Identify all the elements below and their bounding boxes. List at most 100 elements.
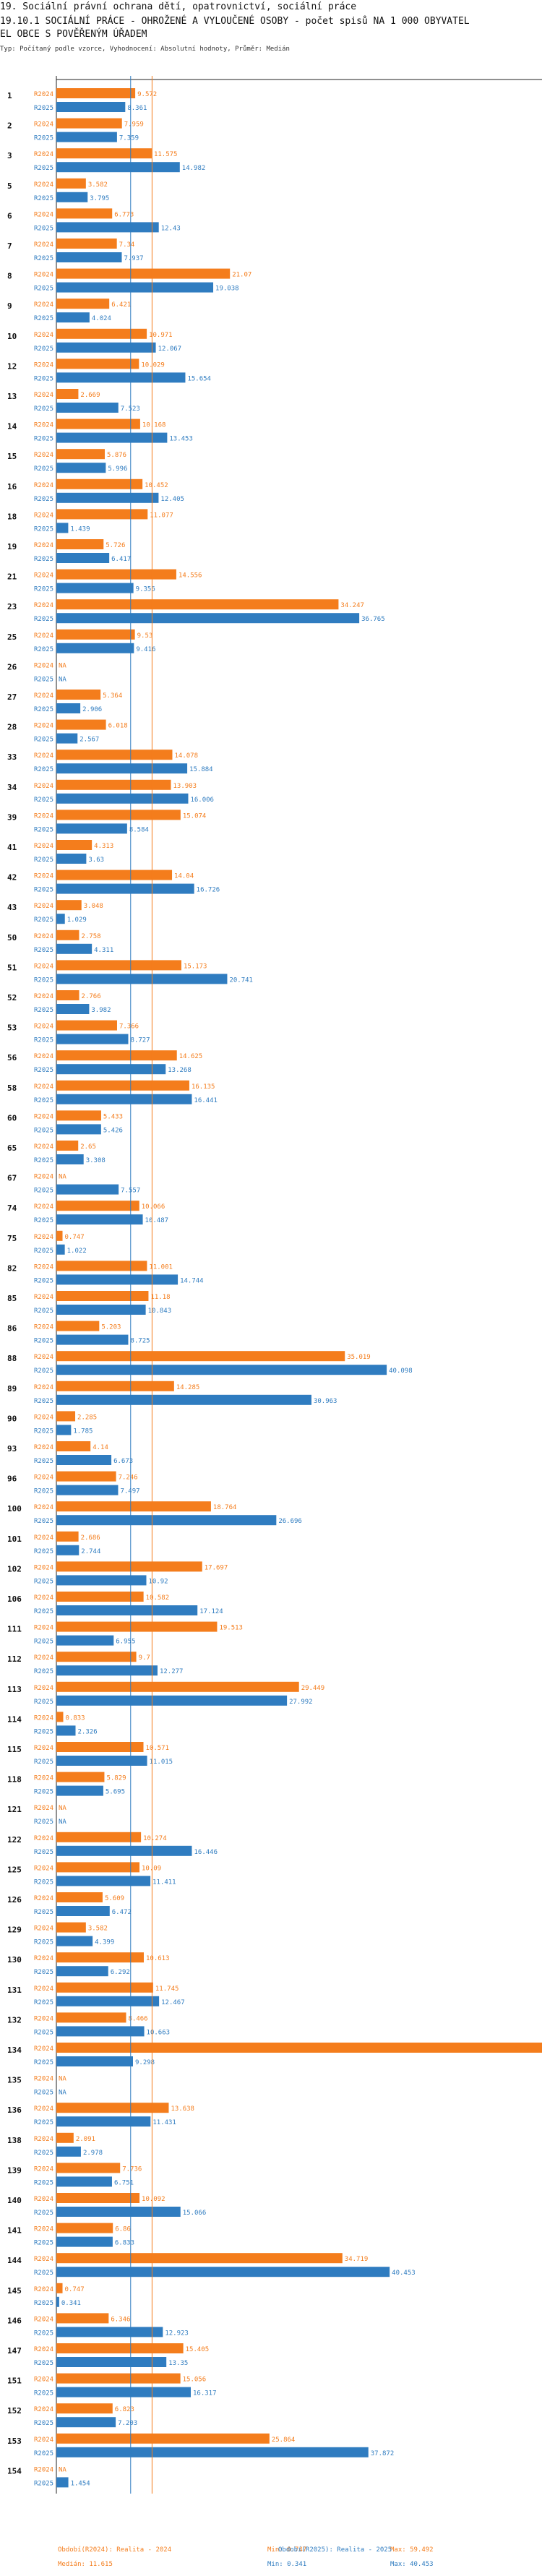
bar-r2024 bbox=[56, 2132, 74, 2143]
bar-r2025 bbox=[56, 1665, 158, 1676]
series-label-r2025: R2025 bbox=[34, 797, 53, 804]
series-label-r2025: R2025 bbox=[34, 766, 53, 773]
series-label-r2024: R2024 bbox=[34, 692, 53, 700]
value-label-r2024: 9.53 bbox=[137, 632, 153, 640]
category-label: 2 bbox=[7, 121, 12, 131]
bar-r2025 bbox=[56, 1124, 101, 1135]
value-label-r2024: 10.613 bbox=[146, 1955, 170, 1962]
series-label-r2025: R2025 bbox=[34, 646, 53, 653]
category-label: 7 bbox=[7, 241, 12, 251]
value-label-r2025: 4.311 bbox=[94, 947, 113, 954]
series-label-r2024: R2024 bbox=[34, 512, 53, 519]
category-label: 67 bbox=[7, 1174, 17, 1183]
series-label-r2025: R2025 bbox=[34, 2240, 53, 2247]
category-label: 151 bbox=[7, 2377, 22, 2386]
value-label-r2025: 16.006 bbox=[190, 797, 214, 804]
series-label-r2024: R2024 bbox=[34, 2377, 53, 2384]
category-label: 153 bbox=[7, 2437, 22, 2446]
value-label-r2024: 5.203 bbox=[101, 1324, 121, 1331]
bar-r2025 bbox=[56, 733, 78, 744]
value-label-r2025: 9.298 bbox=[135, 2059, 155, 2066]
series-label-r2024: R2024 bbox=[34, 241, 53, 249]
category-label: 3 bbox=[7, 151, 12, 160]
series-label-r2025: R2025 bbox=[34, 1939, 53, 1946]
category-label: 126 bbox=[7, 1895, 22, 1905]
series-label-r2024: R2024 bbox=[34, 1594, 53, 1602]
series-label-r2025: R2025 bbox=[34, 916, 53, 924]
bar-r2025 bbox=[56, 1906, 110, 1916]
series-label-r2025: R2025 bbox=[34, 405, 53, 413]
bar-r2025 bbox=[56, 1004, 90, 1014]
value-label-r2024: 6.346 bbox=[111, 2316, 130, 2323]
bar-r2024 bbox=[56, 1201, 139, 1211]
series-label-r2024: R2024 bbox=[34, 1504, 53, 1511]
series-label-r2024: R2024 bbox=[34, 2076, 53, 2083]
series-label-r2025: R2025 bbox=[34, 2420, 53, 2427]
bar-r2025 bbox=[56, 1785, 103, 1796]
value-label-r2025: NA bbox=[59, 2090, 66, 2097]
series-label-r2025: R2025 bbox=[34, 1067, 53, 1074]
series-label-r2024: R2024 bbox=[34, 933, 53, 940]
value-label-r2025: 6.955 bbox=[116, 1639, 135, 1646]
category-label: 6 bbox=[7, 211, 12, 220]
value-label-r2024: NA bbox=[59, 1174, 66, 1181]
bar-r2024 bbox=[56, 359, 139, 369]
series-label-r2025: R2025 bbox=[34, 1097, 53, 1104]
series-label-r2024: R2024 bbox=[34, 2196, 53, 2203]
value-label-r2025: 11.431 bbox=[152, 2119, 176, 2126]
bar-r2025 bbox=[56, 1274, 178, 1285]
bar-r2024 bbox=[56, 1592, 144, 1602]
bar-r2024 bbox=[56, 1892, 103, 1902]
bar-r2025 bbox=[56, 312, 90, 323]
value-label-r2025: 1.785 bbox=[73, 1427, 93, 1435]
series-label-r2025: R2025 bbox=[34, 105, 53, 112]
value-label-r2025: 16.317 bbox=[193, 2390, 217, 2397]
bar-r2024 bbox=[56, 1291, 149, 1301]
category-label: 1 bbox=[7, 91, 12, 100]
value-label-r2025: 37.872 bbox=[371, 2450, 395, 2457]
value-label-r2024: 21.07 bbox=[232, 272, 251, 279]
value-label-r2025: 30.963 bbox=[314, 1398, 337, 1405]
category-label: 74 bbox=[7, 1203, 17, 1213]
category-label: 43 bbox=[7, 903, 17, 912]
category-label: 85 bbox=[7, 1294, 17, 1303]
value-label-r2024: 10.452 bbox=[145, 482, 168, 489]
bar-r2025 bbox=[56, 1545, 79, 1555]
value-label-r2025: 9.356 bbox=[136, 586, 155, 593]
legend-r2025-label: Období(R2025): Realita - 2025 bbox=[278, 2546, 392, 2554]
bar-r2025 bbox=[56, 1365, 387, 1375]
series-label-r2025: R2025 bbox=[34, 375, 53, 382]
bar-r2025 bbox=[56, 883, 194, 894]
series-label-r2024: R2024 bbox=[34, 211, 53, 218]
category-label: 82 bbox=[7, 1263, 17, 1273]
series-label-r2025: R2025 bbox=[34, 1398, 53, 1405]
legend-r2024-label: Období(R2024): Realita - 2024 bbox=[58, 2546, 172, 2554]
category-label: 75 bbox=[7, 1234, 17, 1243]
bar-r2025 bbox=[56, 1756, 147, 1766]
value-label-r2024: 15.074 bbox=[183, 812, 207, 820]
bar-r2024 bbox=[56, 810, 181, 820]
value-label-r2025: 13.453 bbox=[169, 436, 193, 443]
bar-r2024 bbox=[56, 750, 173, 760]
bar-r2024 bbox=[56, 1922, 86, 1933]
series-label-r2024: R2024 bbox=[34, 1083, 53, 1091]
series-label-r2024: R2024 bbox=[34, 662, 53, 669]
value-label-r2024: 5.726 bbox=[106, 542, 125, 549]
series-label-r2024: R2024 bbox=[34, 2165, 53, 2173]
series-label-r2025: R2025 bbox=[34, 1578, 53, 1585]
series-label-r2025: R2025 bbox=[34, 1819, 53, 1826]
series-label-r2024: R2024 bbox=[34, 1985, 53, 1993]
category-label: 21 bbox=[7, 572, 17, 582]
series-label-r2025: R2025 bbox=[34, 1759, 53, 1766]
series-label-r2024: R2024 bbox=[34, 91, 53, 98]
value-label-r2025: 19.038 bbox=[215, 285, 239, 293]
bar-r2025 bbox=[56, 1966, 108, 1977]
bar-r2025 bbox=[56, 192, 88, 202]
value-label-r2025: 2.906 bbox=[82, 706, 102, 713]
value-label-r2025: 6.751 bbox=[114, 2179, 134, 2186]
series-label-r2025: R2025 bbox=[34, 1338, 53, 1345]
legend-r2024-max: Max: 59.492 bbox=[390, 2546, 434, 2554]
value-label-r2025: 6.673 bbox=[113, 1458, 133, 1465]
value-label-r2024: 10.971 bbox=[149, 332, 173, 339]
series-label-r2025: R2025 bbox=[34, 1127, 53, 1134]
